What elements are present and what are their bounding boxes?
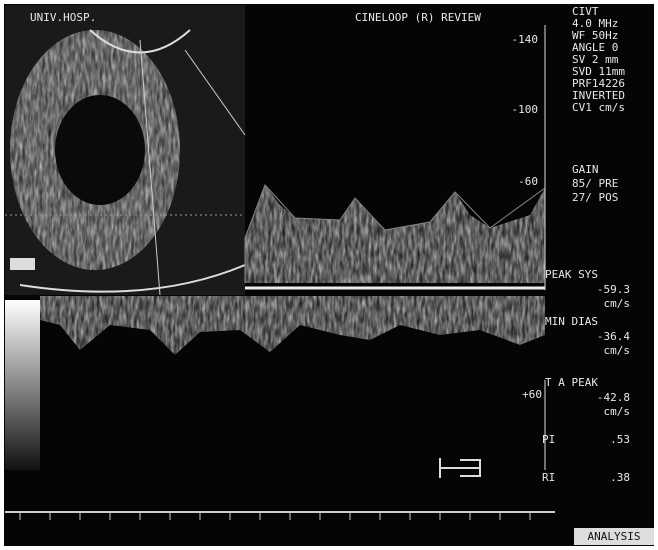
grayscale-bar [5, 300, 40, 470]
measurement-unit: cm/s [604, 405, 631, 418]
b-mode-image [5, 5, 245, 295]
measurement-value: -36.4 [597, 330, 630, 343]
measurement-value: -59.3 [597, 283, 630, 296]
cyst [55, 95, 145, 205]
setting: CV1 cm/s [572, 101, 625, 114]
analysis-label: ANALYSIS [588, 530, 641, 543]
measurement-value: -42.8 [597, 391, 630, 404]
measurement-unit: cm/s [604, 344, 631, 357]
scale-label: -100 [512, 103, 539, 116]
gain-label: GAIN [572, 163, 599, 176]
index-label: PI [542, 433, 555, 446]
scale-label: -140 [512, 33, 539, 46]
marker [10, 258, 35, 270]
ultrasound-screen: ANALYSIS UNIV.HOSP. CINELOOP (R) REVIEW … [0, 0, 658, 550]
measurement-label: PEAK SYS [545, 268, 598, 281]
measurement-label: T A PEAK [545, 376, 598, 389]
gain-pos: 27/ POS [572, 191, 618, 204]
gain-pre: 85/ PRE [572, 177, 618, 190]
mode: CINELOOP (R) REVIEW [355, 11, 481, 24]
scale-label: -60 [518, 175, 538, 188]
index-label: RI [542, 471, 555, 484]
scale-label: +60 [522, 388, 542, 401]
institution: UNIV.HOSP. [30, 11, 96, 24]
measurement-label: MIN DIAS [545, 315, 598, 328]
measurement-unit: cm/s [604, 297, 631, 310]
index-value: .53 [610, 433, 630, 446]
index-value: .38 [610, 471, 630, 484]
